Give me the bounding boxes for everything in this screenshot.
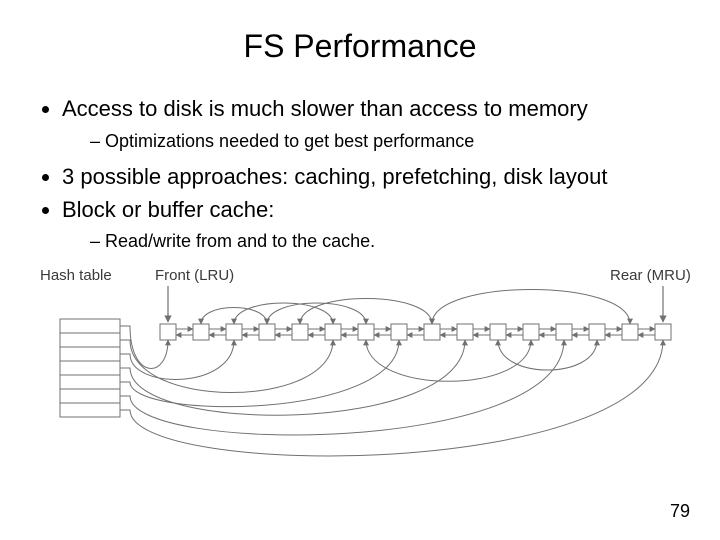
cache-diagram: Hash table Front (LRU) Rear (MRU) <box>30 264 690 499</box>
svg-text:Front (LRU): Front (LRU) <box>155 267 234 284</box>
bullet-1-sub-1: Optimizations needed to get best perform… <box>90 130 690 153</box>
bullet-3: Block or buffer cache: Read/write from a… <box>62 196 690 254</box>
bullet-list: Access to disk is much slower than acces… <box>30 95 690 254</box>
slide: FS Performance Access to disk is much sl… <box>0 0 720 540</box>
bullet-1: Access to disk is much slower than acces… <box>62 95 690 153</box>
bullet-3-sub-1: Read/write from and to the cache. <box>90 230 690 253</box>
bullet-2: 3 possible approaches: caching, prefetch… <box>62 163 690 192</box>
bullet-1-sublist: Optimizations needed to get best perform… <box>62 130 690 153</box>
bullet-3-sublist: Read/write from and to the cache. <box>62 230 690 253</box>
svg-text:Rear (MRU): Rear (MRU) <box>610 267 691 284</box>
bullet-1-text: Access to disk is much slower than acces… <box>62 96 588 121</box>
svg-text:Hash table: Hash table <box>40 267 112 284</box>
page-number: 79 <box>670 501 690 522</box>
bullet-3-text: Block or buffer cache: <box>62 197 274 222</box>
slide-title: FS Performance <box>30 28 690 65</box>
cache-diagram-svg: Hash table Front (LRU) Rear (MRU) <box>30 264 710 499</box>
